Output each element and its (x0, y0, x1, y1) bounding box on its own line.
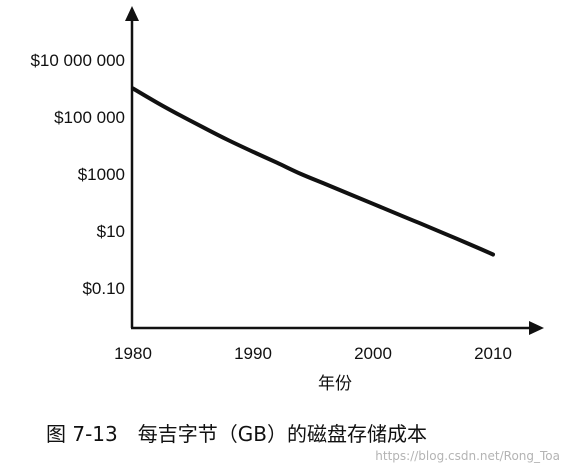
y-tick-label: $10 (97, 222, 125, 241)
x-tick-labels: 1980 1990 2000 2010 (114, 344, 512, 363)
watermark: https://blog.csdn.net/Rong_Toa (375, 449, 560, 463)
y-axis-arrow (125, 6, 139, 21)
y-tick-label: $1000 (78, 165, 125, 184)
y-tick-labels: $10 000 000 $100 000 $1000 $10 $0.10 (30, 51, 125, 298)
x-tick-label: 2000 (354, 344, 392, 363)
y-tick-label: $100 000 (54, 108, 125, 127)
x-axis-title: 年份 (318, 374, 352, 394)
x-tick-label: 2010 (474, 344, 512, 363)
axes (125, 6, 544, 335)
series-line (131, 86, 495, 257)
x-tick-label: 1990 (234, 344, 272, 363)
figure-caption: 图 7-13 每吉字节（GB）的磁盘存储成本 (46, 422, 427, 446)
y-tick-label: $0.10 (82, 279, 125, 298)
x-axis-arrow (529, 321, 544, 335)
x-tick-label: 1980 (114, 344, 152, 363)
y-tick-label: $10 000 000 (30, 51, 125, 70)
